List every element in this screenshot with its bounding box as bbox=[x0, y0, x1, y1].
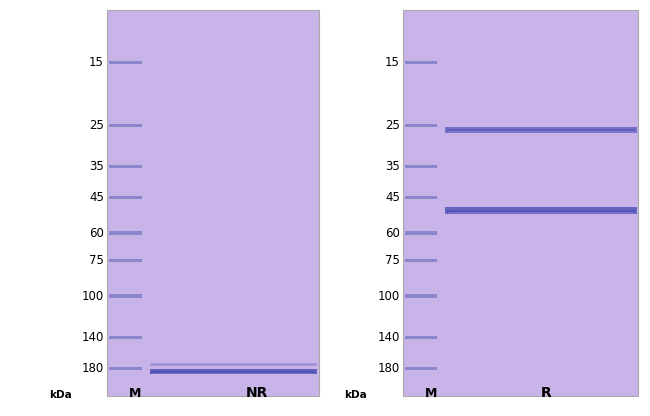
Bar bbox=[107, 10, 318, 396]
Bar bbox=[405, 367, 437, 370]
Bar bbox=[405, 295, 437, 298]
Bar bbox=[109, 196, 142, 199]
Text: 100: 100 bbox=[82, 290, 104, 302]
Bar bbox=[448, 212, 634, 214]
Bar bbox=[405, 259, 437, 262]
Text: R: R bbox=[541, 386, 551, 400]
Bar bbox=[109, 367, 142, 370]
Bar bbox=[405, 336, 437, 339]
Text: 45: 45 bbox=[385, 191, 400, 204]
Bar bbox=[445, 207, 637, 214]
Text: 140: 140 bbox=[378, 331, 400, 344]
Text: NR: NR bbox=[246, 386, 268, 400]
Bar bbox=[109, 336, 142, 339]
Text: kDa: kDa bbox=[49, 390, 72, 400]
Text: 180: 180 bbox=[378, 362, 400, 375]
Bar bbox=[405, 196, 437, 199]
Bar bbox=[403, 10, 638, 396]
Bar bbox=[445, 127, 637, 133]
Bar bbox=[109, 124, 142, 127]
Bar bbox=[150, 364, 317, 366]
Text: 180: 180 bbox=[82, 362, 104, 375]
Text: kDa: kDa bbox=[344, 390, 367, 400]
Text: 15: 15 bbox=[385, 56, 400, 69]
Text: 75: 75 bbox=[385, 254, 400, 267]
Text: 60: 60 bbox=[89, 227, 104, 240]
Text: 45: 45 bbox=[89, 191, 104, 204]
Bar bbox=[153, 373, 313, 374]
Bar bbox=[447, 129, 635, 131]
Bar bbox=[447, 210, 635, 212]
Text: 25: 25 bbox=[385, 119, 400, 132]
Bar bbox=[109, 61, 142, 64]
Text: M: M bbox=[129, 387, 142, 400]
Bar bbox=[151, 364, 315, 365]
Bar bbox=[405, 165, 437, 168]
Bar bbox=[448, 131, 634, 133]
Text: 15: 15 bbox=[89, 56, 104, 69]
Bar bbox=[109, 165, 142, 168]
Bar bbox=[150, 369, 317, 374]
Bar bbox=[109, 295, 142, 298]
Bar bbox=[109, 259, 142, 262]
Text: 35: 35 bbox=[385, 160, 400, 173]
Bar bbox=[109, 231, 142, 235]
Text: 60: 60 bbox=[385, 227, 400, 240]
Text: 100: 100 bbox=[378, 290, 400, 302]
Bar bbox=[405, 124, 437, 127]
Text: 75: 75 bbox=[89, 254, 104, 267]
Bar bbox=[405, 61, 437, 64]
Bar bbox=[151, 371, 315, 373]
Text: 140: 140 bbox=[82, 331, 104, 344]
Text: 35: 35 bbox=[89, 160, 104, 173]
Text: M: M bbox=[424, 387, 437, 400]
Text: 25: 25 bbox=[89, 119, 104, 132]
Bar bbox=[405, 231, 437, 235]
